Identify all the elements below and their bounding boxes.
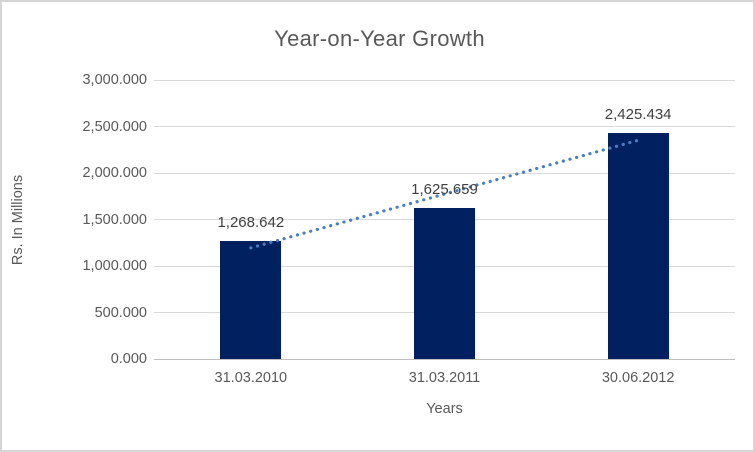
bar <box>414 207 475 359</box>
x-axis-line <box>154 359 735 360</box>
x-tick-label: 31.03.2011 <box>408 370 481 386</box>
gridline <box>154 79 735 81</box>
chart-title: Year-on-Year Growth <box>274 26 485 51</box>
gridline <box>154 126 735 127</box>
x-tick-label: 31.03.2010 <box>214 370 288 386</box>
x-tick-label: 30.06.2012 <box>601 370 675 386</box>
plot-area <box>154 79 735 360</box>
bar <box>607 133 669 359</box>
trendline <box>249 138 640 250</box>
y-tick-label: 0.000 <box>110 351 147 367</box>
bar-data-label: 1,625.659 <box>411 180 478 198</box>
y-tick-label: 1,500.000 <box>82 211 147 228</box>
gridline <box>154 172 735 174</box>
bar <box>220 241 282 359</box>
y-tick-label: 500.000 <box>94 304 147 321</box>
y-tick-label: 2,500.000 <box>82 118 147 135</box>
bar-data-label: 2,425.434 <box>604 106 672 124</box>
trendline-path <box>249 138 640 250</box>
y-tick-label: 1,000.000 <box>82 258 147 274</box>
bar-data-label: 1,268.642 <box>217 214 285 232</box>
x-axis-title: Years <box>426 401 463 417</box>
y-tick-label: 3,000.000 <box>82 72 147 88</box>
y-tick-label: 2,000.000 <box>82 165 147 181</box>
